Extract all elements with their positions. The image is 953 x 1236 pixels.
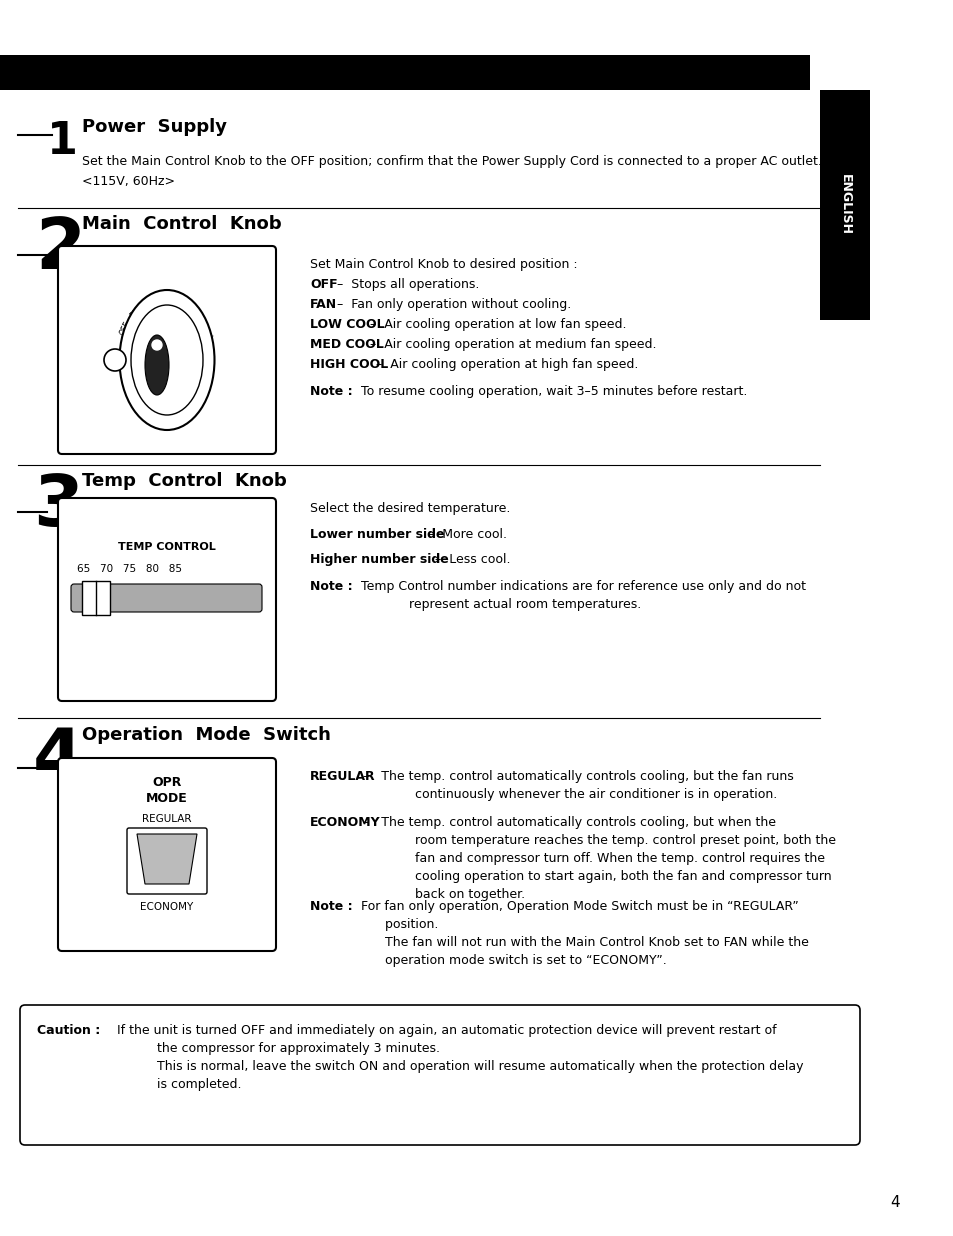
Text: Lower number side: Lower number side [310, 528, 444, 541]
Text: COOL: COOL [169, 303, 189, 311]
Text: 4: 4 [32, 726, 83, 795]
Bar [820, 90, 869, 320]
Text: HIGH: HIGH [197, 323, 213, 341]
Text: To resume cooling operation, wait 3–5 minutes before restart.: To resume cooling operation, wait 3–5 mi… [353, 384, 746, 398]
Bar [82, 581, 110, 616]
Text: For fan only operation, Operation Mode Switch must be in “REGULAR”
        posit: For fan only operation, Operation Mode S… [353, 900, 808, 967]
Text: <115V, 60Hz>: <115V, 60Hz> [82, 176, 174, 188]
Text: –   The temp. control automatically controls cooling, but when the
             : – The temp. control automatically contro… [359, 816, 836, 901]
Text: FAN: FAN [129, 304, 145, 320]
Text: –  Air cooling operation at low fan speed.: – Air cooling operation at low fan speed… [366, 318, 626, 331]
Text: 3: 3 [32, 472, 83, 541]
Ellipse shape [145, 335, 169, 396]
Text: HIGH COOL: HIGH COOL [310, 358, 388, 371]
Text: Higher number side: Higher number side [310, 552, 448, 566]
Text: Select the desired temperature.: Select the desired temperature. [310, 502, 510, 515]
Text: Main  Control  Knob: Main Control Knob [82, 215, 281, 234]
Text: Temp Control number indications are for reference use only and do not
          : Temp Control number indications are for … [353, 580, 805, 611]
Text: –  Air cooling operation at medium fan speed.: – Air cooling operation at medium fan sp… [366, 337, 656, 351]
Text: –  Stops all operations.: – Stops all operations. [334, 278, 479, 290]
Text: Note :: Note : [310, 900, 353, 913]
Text: MED: MED [187, 310, 203, 324]
Text: 1: 1 [47, 120, 77, 163]
Text: Note :: Note : [310, 580, 353, 593]
FancyBboxPatch shape [58, 758, 275, 950]
Text: LOW COOL: LOW COOL [310, 318, 384, 331]
Text: ECONOMY: ECONOMY [310, 816, 380, 829]
Ellipse shape [131, 305, 203, 415]
Text: LOW: LOW [147, 297, 167, 311]
Text: 65   70   75   80   85: 65 70 75 80 85 [77, 564, 182, 574]
Polygon shape [137, 834, 196, 884]
Text: Set the Main Control Knob to the OFF position; confirm that the Power Supply Cor: Set the Main Control Knob to the OFF pos… [82, 154, 821, 168]
FancyBboxPatch shape [20, 1005, 859, 1145]
Text: –   The temp. control automatically controls cooling, but the fan runs
         : – The temp. control automatically contro… [359, 770, 794, 801]
FancyBboxPatch shape [71, 583, 262, 612]
Text: Set Main Control Knob to desired position :: Set Main Control Knob to desired positio… [310, 258, 577, 271]
Text: TEMP CONTROL: TEMP CONTROL [118, 543, 215, 552]
Bar [0, 54, 809, 90]
Text: Temp  Control  Knob: Temp Control Knob [82, 472, 287, 489]
Text: FAN: FAN [310, 298, 336, 311]
Text: MODE: MODE [146, 792, 188, 805]
FancyBboxPatch shape [127, 828, 207, 894]
FancyBboxPatch shape [58, 246, 275, 454]
Text: Caution :: Caution : [37, 1023, 100, 1037]
Text: MED COOL: MED COOL [310, 337, 383, 351]
Circle shape [104, 349, 126, 371]
Text: OFF: OFF [310, 278, 337, 290]
Text: 4: 4 [889, 1195, 899, 1210]
Text: –  Air cooling operation at high fan speed.: – Air cooling operation at high fan spee… [372, 358, 639, 371]
Text: REGULAR: REGULAR [142, 815, 192, 824]
Text: OPR: OPR [152, 776, 181, 789]
Text: ECONOMY: ECONOMY [140, 902, 193, 912]
Text: If the unit is turned OFF and immediately on again, an automatic protection devi: If the unit is turned OFF and immediatel… [112, 1023, 802, 1091]
Text: –  Less cool.: – Less cool. [431, 552, 510, 566]
Text: Note :: Note : [310, 384, 353, 398]
Ellipse shape [119, 290, 214, 430]
Text: 2: 2 [35, 215, 85, 284]
Text: REGULAR: REGULAR [310, 770, 375, 782]
FancyBboxPatch shape [58, 498, 275, 701]
Text: OFF: OFF [118, 319, 132, 336]
Text: Operation  Mode  Switch: Operation Mode Switch [82, 726, 331, 744]
Text: ENGLISH: ENGLISH [838, 174, 851, 236]
Circle shape [152, 340, 162, 350]
Text: –  Fan only operation without cooling.: – Fan only operation without cooling. [334, 298, 571, 311]
Text: –  More cool.: – More cool. [424, 528, 507, 541]
Text: Power  Supply: Power Supply [82, 117, 227, 136]
